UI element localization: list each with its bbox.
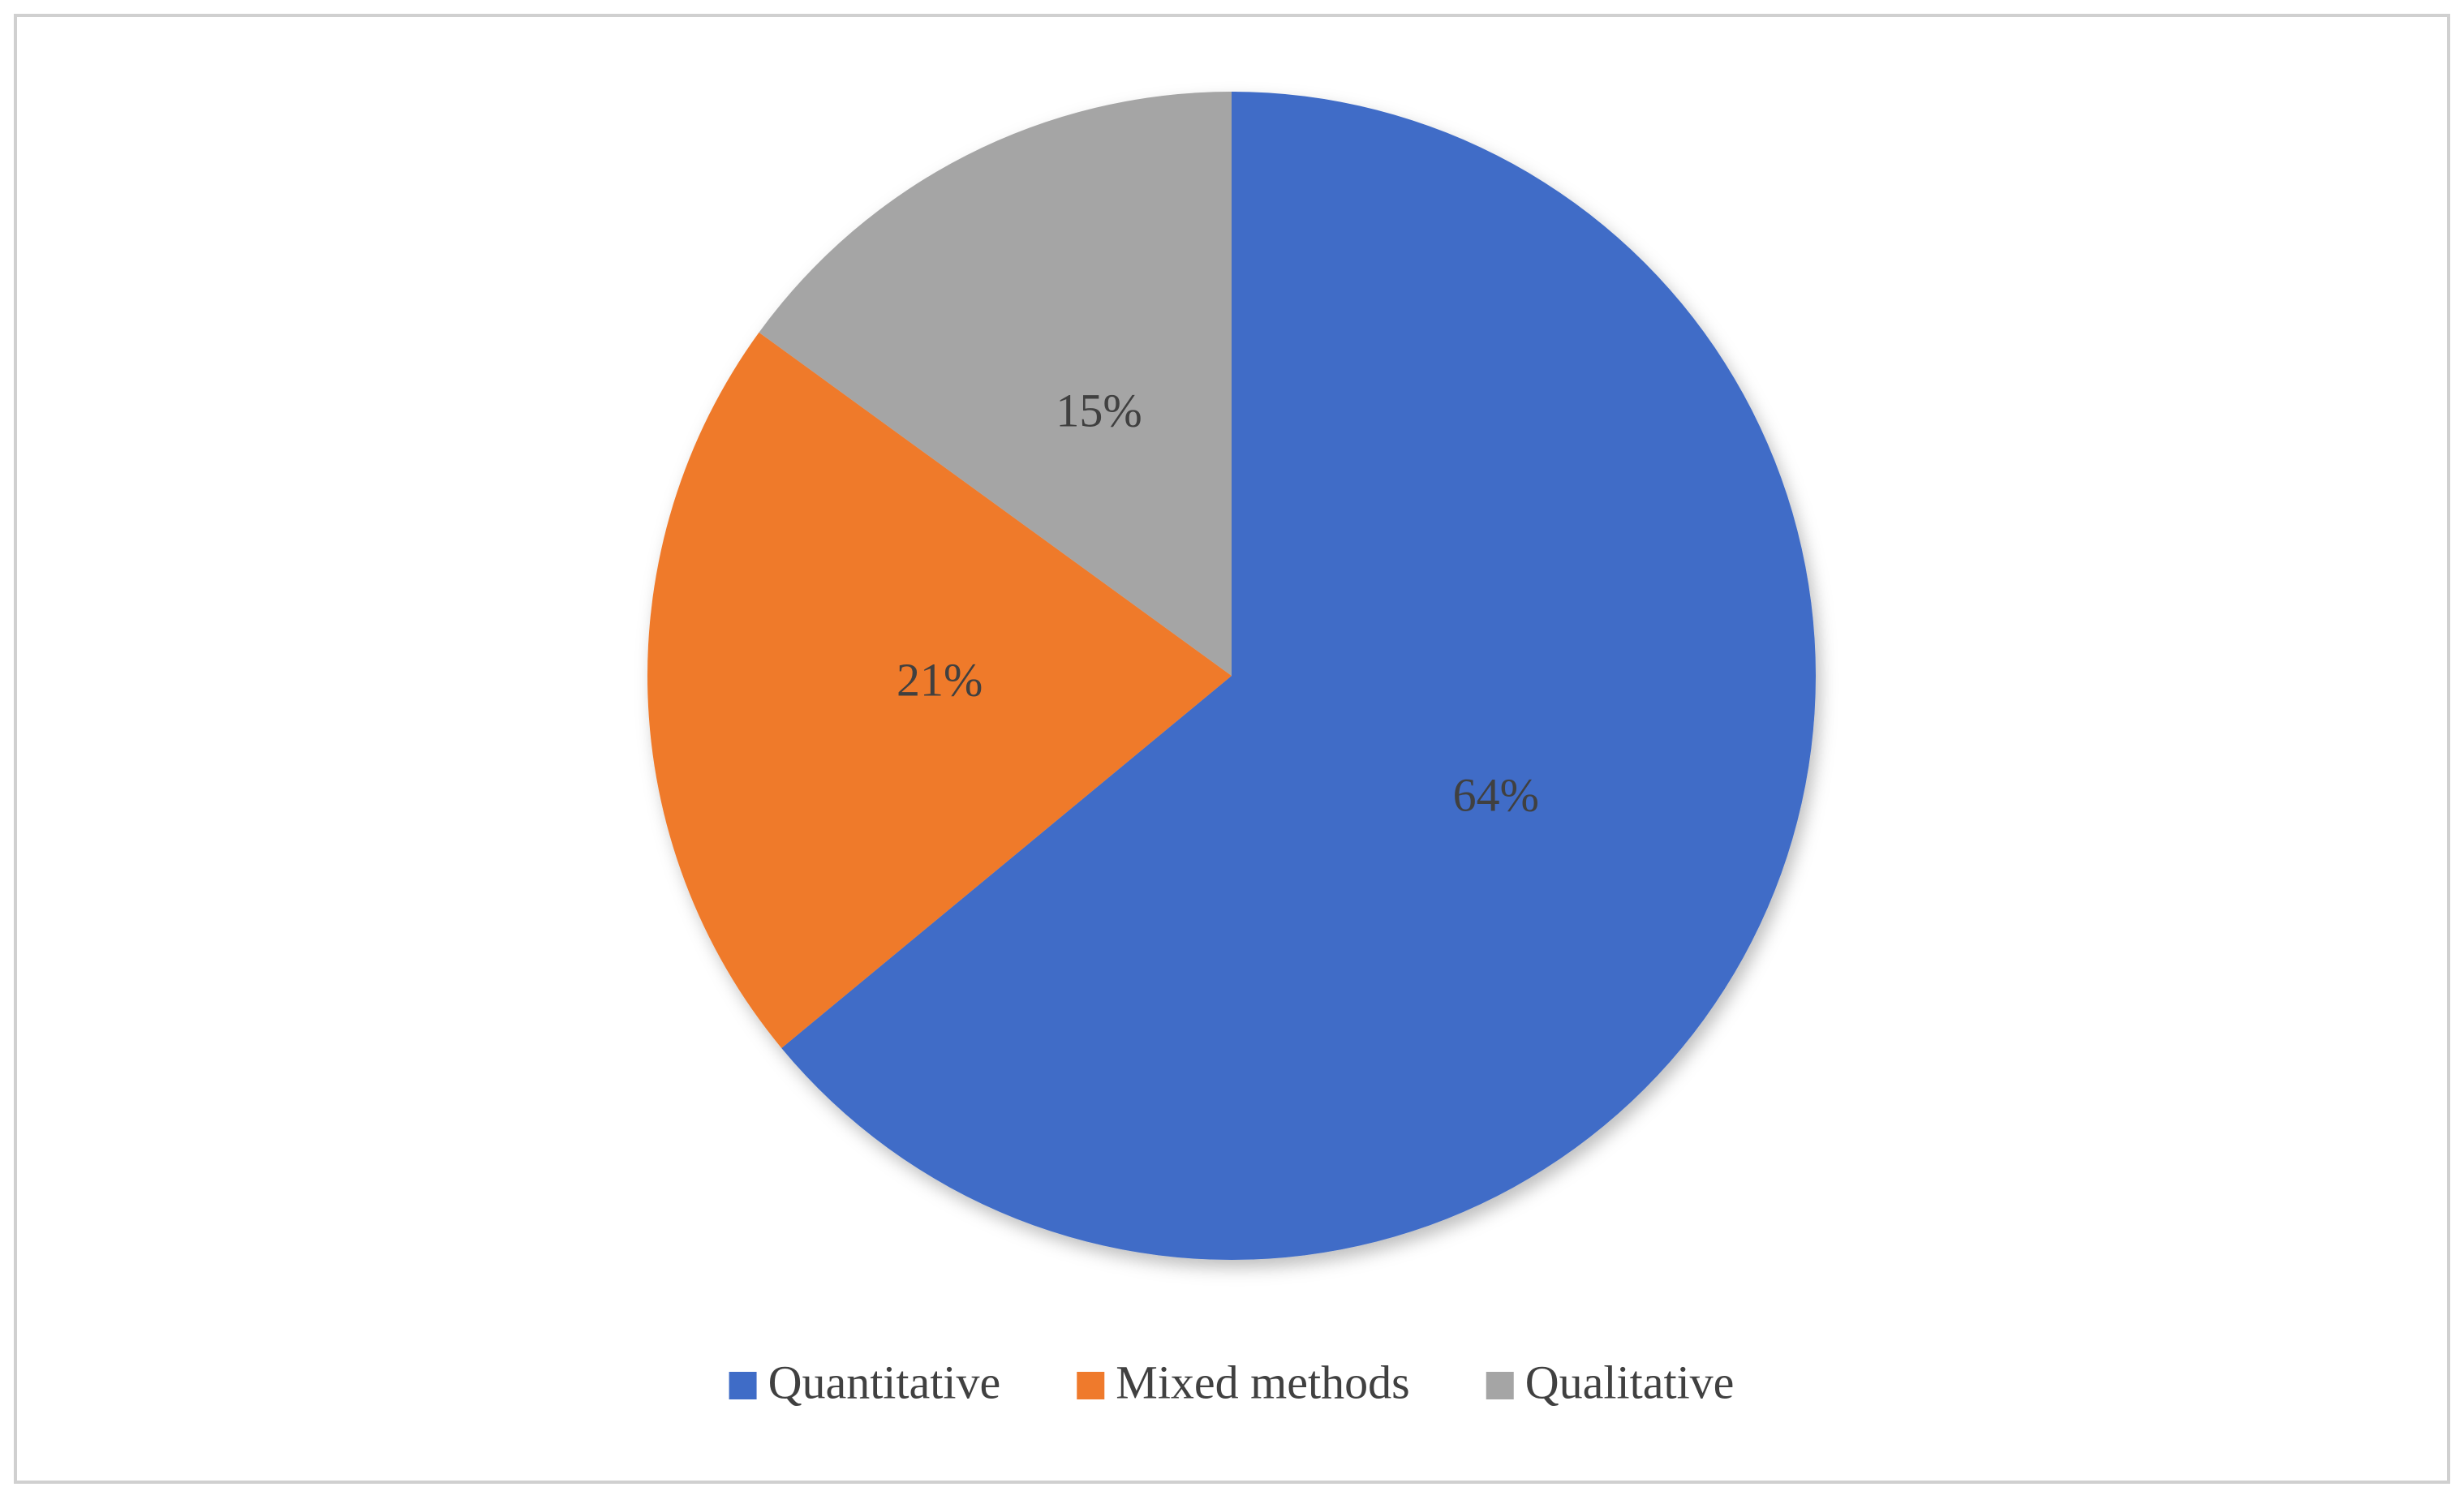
pie — [647, 92, 1816, 1261]
legend-label: Mixed methods — [1116, 1356, 1409, 1408]
data-label: 64% — [1453, 769, 1539, 822]
data-label: 15% — [1056, 385, 1142, 437]
legend-label: Qualitative — [1525, 1356, 1735, 1408]
legend-swatch — [1077, 1372, 1105, 1399]
legend-swatch — [729, 1372, 757, 1399]
data-label: 21% — [897, 654, 983, 707]
pie-slice — [647, 332, 1232, 1048]
legend-swatch — [1486, 1372, 1514, 1399]
legend-label: Quantitative — [768, 1356, 1001, 1408]
pie-slice — [759, 92, 1232, 676]
pie-slice — [781, 92, 1816, 1261]
